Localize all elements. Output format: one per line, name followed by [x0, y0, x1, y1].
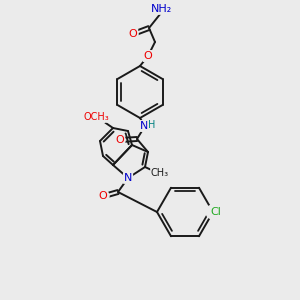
Circle shape	[115, 135, 125, 145]
Text: N: N	[124, 173, 132, 183]
Text: O: O	[144, 51, 152, 61]
Text: NH₂: NH₂	[152, 4, 172, 14]
Text: O: O	[144, 51, 152, 61]
Circle shape	[123, 173, 133, 183]
Circle shape	[139, 120, 151, 132]
Text: O: O	[99, 191, 107, 201]
Circle shape	[206, 205, 220, 219]
Text: N: N	[140, 121, 148, 131]
Text: Cl: Cl	[211, 207, 221, 217]
Circle shape	[143, 51, 153, 61]
Text: H: H	[148, 120, 156, 130]
Circle shape	[128, 29, 138, 39]
Circle shape	[143, 51, 153, 61]
Circle shape	[99, 191, 109, 201]
Circle shape	[151, 166, 165, 180]
Text: CH₃: CH₃	[151, 168, 169, 178]
Circle shape	[88, 108, 106, 126]
Text: O: O	[129, 29, 137, 39]
Text: OCH₃: OCH₃	[83, 112, 109, 122]
Text: O: O	[116, 135, 124, 145]
